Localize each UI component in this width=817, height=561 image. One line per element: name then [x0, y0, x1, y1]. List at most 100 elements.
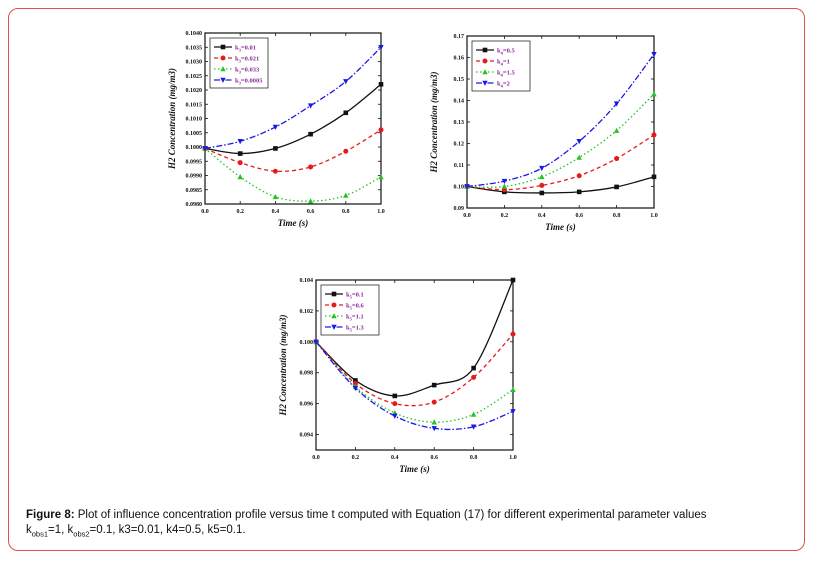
y-tick-label: 0.1025: [186, 74, 203, 80]
data-point: [470, 411, 477, 417]
data-point: [510, 331, 516, 337]
legend-label: k4=1.5: [497, 69, 515, 77]
caption-text: Plot of influence concentration profile …: [74, 509, 707, 521]
data-point: [651, 132, 657, 138]
series-line: [315, 341, 514, 431]
caption-line-2: kobs1=1, kobs2=0.1, k3=0.01, k4=0.5, k5=…: [26, 523, 786, 541]
data-point: [237, 139, 243, 145]
y-axis-label: H2 Concentration (mg/m3): [167, 68, 177, 170]
data-point: [352, 385, 359, 392]
data-point: [343, 79, 349, 85]
data-point: [576, 139, 582, 145]
x-tick-label: 0.4: [538, 213, 546, 219]
y-tick-label: 0.10: [454, 185, 465, 191]
data-point: [539, 190, 545, 196]
legend-label: k4=2: [497, 80, 510, 88]
legend-label: k5=0.6: [346, 302, 364, 310]
y-tick-label: 0.15: [454, 77, 465, 83]
data-point: [202, 146, 208, 152]
data-point: [651, 174, 657, 180]
y-tick-label: 0.16: [454, 56, 465, 62]
data-point: [539, 165, 545, 172]
y-tick-label: 0.094: [300, 433, 314, 439]
y-axis-label: H2 Concentration (mg/m3): [278, 314, 288, 416]
data-point: [651, 91, 657, 97]
legend-label: k3=0.033: [235, 66, 260, 74]
x-tick-label: 0.0: [463, 213, 471, 219]
x-tick-label: 0.4: [391, 455, 399, 461]
data-point: [471, 374, 477, 380]
y-tick-label: 0.098: [300, 371, 314, 377]
legend-marker: [220, 77, 226, 83]
y-tick-label: 0.104: [300, 278, 314, 284]
y-tick-label: 0.1005: [186, 131, 203, 137]
data-point: [378, 174, 384, 180]
data-point: [273, 146, 278, 151]
data-point: [510, 277, 516, 283]
data-point: [378, 82, 384, 87]
x-tick-label: 0.2: [352, 455, 360, 461]
legend-marker: [220, 44, 226, 50]
legend-marker: [331, 302, 337, 308]
data-point: [343, 192, 349, 198]
data-point: [501, 178, 508, 185]
y-tick-label: 0.13: [454, 120, 465, 126]
data-point: [471, 365, 476, 371]
caption-line-1: Figure 8: Plot of influence concentratio…: [26, 508, 786, 523]
data-point: [313, 339, 319, 345]
data-point: [470, 424, 477, 430]
data-point: [501, 183, 508, 189]
data-point: [392, 413, 398, 419]
data-point: [613, 127, 620, 133]
x-tick-label: 1.0: [377, 209, 385, 215]
data-point: [613, 101, 620, 107]
y-tick-label: 0.1000: [186, 145, 203, 151]
x-tick-label: 1.0: [650, 213, 658, 219]
data-point: [307, 103, 314, 109]
y-tick-label: 0.1015: [186, 102, 203, 108]
x-axis-label: Time (s): [545, 222, 575, 232]
series-line: [466, 134, 655, 191]
caption-part: =1, k: [48, 524, 74, 536]
data-point: [272, 124, 279, 130]
x-tick-label: 0.0: [201, 209, 209, 215]
series-line: [204, 83, 382, 155]
data-point: [378, 127, 384, 133]
caption-part: obs2: [73, 529, 90, 539]
series-line: [315, 341, 514, 423]
legend-marker: [482, 80, 488, 86]
data-point: [576, 189, 582, 195]
series-line: [204, 46, 382, 150]
series-line: [466, 93, 655, 188]
legend-label: k5=1.3: [346, 324, 364, 332]
legend-marker: [482, 47, 488, 53]
legend-marker: [220, 66, 226, 72]
y-tick-label: 0.09: [454, 206, 465, 212]
data-point: [614, 184, 619, 190]
legend-label: k5=1.1: [346, 313, 364, 321]
y-tick-label: 0.14: [454, 99, 465, 105]
legend-label: k4=1: [497, 58, 510, 66]
figure-caption: Figure 8: Plot of influence concentratio…: [26, 508, 786, 541]
legend-label: k3=0.021: [235, 55, 259, 63]
legend-label: k3=0.0005: [235, 77, 263, 85]
y-tick-label: 0.102: [300, 309, 314, 315]
data-point: [272, 168, 278, 174]
data-point: [237, 151, 243, 156]
legend-box: [320, 284, 380, 336]
legend-marker: [220, 55, 226, 61]
data-point: [510, 409, 516, 415]
data-point: [539, 182, 545, 188]
caption-label: Figure 8:: [26, 509, 75, 521]
legend-marker: [482, 58, 488, 64]
y-tick-label: 0.1040: [186, 31, 203, 37]
legend-marker: [331, 313, 337, 319]
series-line: [466, 176, 655, 194]
y-tick-label: 0.1030: [186, 60, 203, 66]
y-tick-label: 0.1020: [186, 88, 203, 94]
data-point: [272, 193, 279, 200]
legend-marker: [482, 69, 488, 75]
